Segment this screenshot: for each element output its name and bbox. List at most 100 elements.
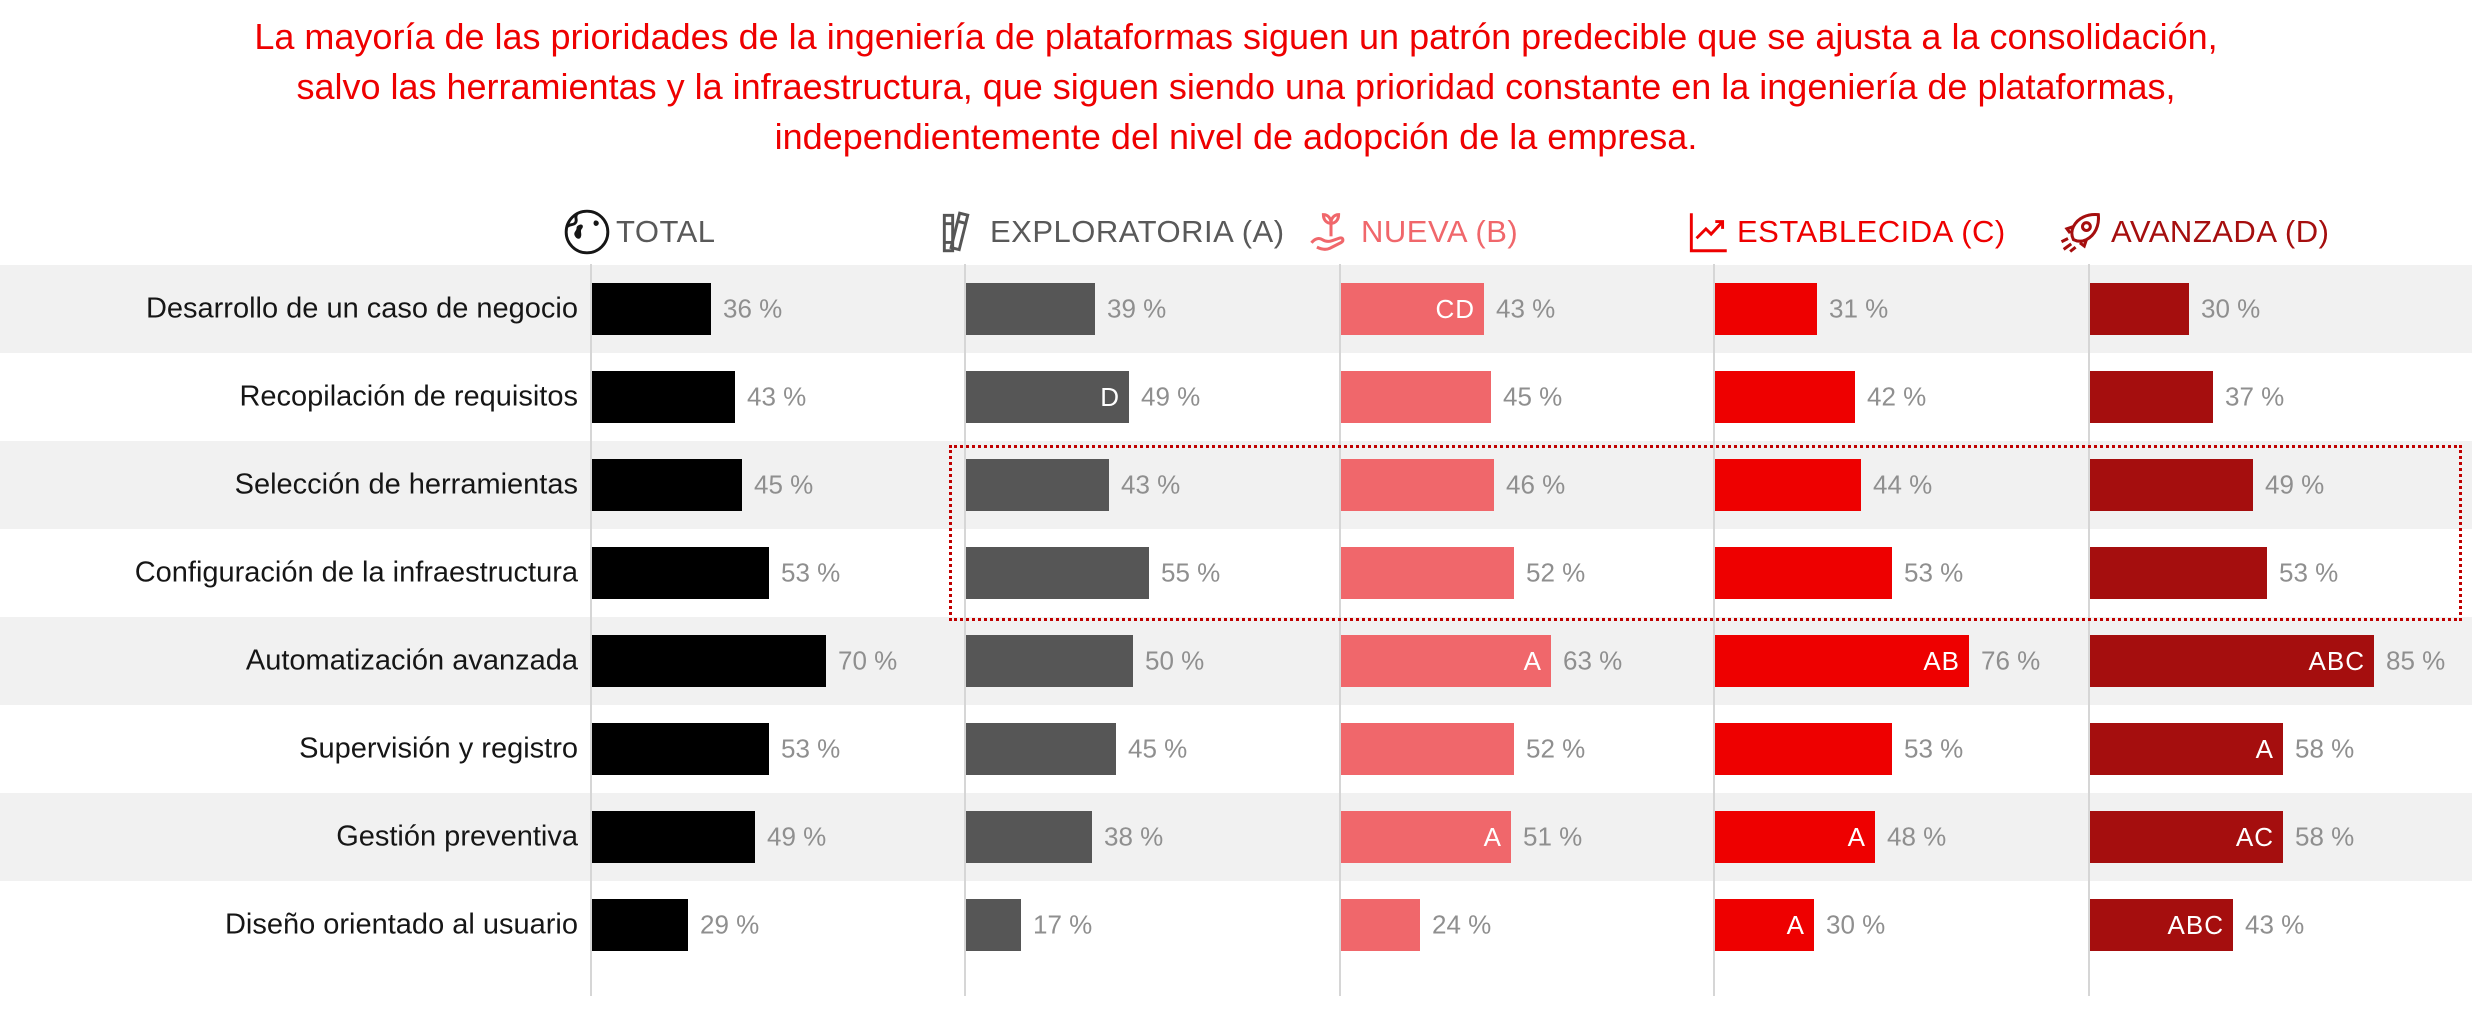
bar-nueva-b (1339, 371, 1491, 423)
bar-total (590, 723, 769, 775)
significance-label: A (1523, 645, 1542, 676)
value-label: 52 % (1526, 733, 1586, 764)
axis-line (964, 264, 966, 996)
bar-total (590, 635, 826, 687)
value-label: 46 % (1506, 469, 1566, 500)
chart-row: Gestión preventiva 49 % 38 % A 51 % A 48 % AC 58… (0, 793, 2472, 881)
chart-title-line-2: salvo las herramientas y la infraestruct… (296, 66, 2176, 107)
axis-line (590, 264, 592, 996)
value-label: 70 % (838, 645, 898, 676)
bar-avanzada-d: AC (2088, 811, 2283, 863)
value-label: 49 % (2265, 469, 2325, 500)
bar-avanzada-d (2088, 459, 2253, 511)
chart-title-line-1: La mayoría de las prioridades de la inge… (254, 16, 2218, 57)
value-label: 53 % (1904, 733, 1964, 764)
bar-establecida-c (1713, 283, 1817, 335)
bar-total (590, 547, 769, 599)
column-header-avanzada-label: AVANZADA (D) (2111, 214, 2330, 249)
column-header-exploratoria: EXPLORATORIA (A) (936, 200, 1285, 264)
bar-nueva-b (1339, 723, 1514, 775)
axis-line (1339, 264, 1341, 996)
bar-avanzada-d (2088, 283, 2189, 335)
chart-title: La mayoría de las prioridades de la inge… (40, 12, 2432, 162)
rocket-icon (2055, 206, 2107, 258)
bar-exploratoria-a (964, 723, 1116, 775)
bar-establecida-c (1713, 459, 1861, 511)
significance-label: A (2255, 733, 2274, 764)
value-label: 24 % (1432, 909, 1492, 940)
line-chart-icon (1683, 207, 1733, 257)
value-label: 29 % (700, 909, 760, 940)
bar-nueva-b (1339, 459, 1494, 511)
column-header-exploratoria-label: EXPLORATORIA (A) (990, 214, 1285, 249)
bar-exploratoria-a: D (964, 371, 1129, 423)
value-label: 36 % (723, 293, 783, 324)
bar-avanzada-d (2088, 547, 2267, 599)
seedling-hand-icon (1305, 206, 1357, 258)
value-label: 55 % (1161, 557, 1221, 588)
significance-label: AC (2235, 821, 2274, 852)
category-label: Desarrollo de un caso de negocio (145, 292, 578, 325)
value-label: 52 % (1526, 557, 1586, 588)
axis-line (2088, 264, 2090, 996)
bar-total (590, 811, 755, 863)
value-label: 53 % (781, 557, 841, 588)
bar-avanzada-d: ABC (2088, 635, 2374, 687)
value-label: 37 % (2225, 381, 2285, 412)
chart-row: Selección de herramientas 45 % 43 % 46 % 44 … (0, 441, 2472, 529)
bar-exploratoria-a (964, 459, 1109, 511)
value-label: 48 % (1887, 821, 1947, 852)
value-label: 38 % (1104, 821, 1164, 852)
column-header-total: TOTAL (562, 200, 716, 264)
bar-establecida-c: A (1713, 811, 1875, 863)
chart-row: Recopilación de requisitos 43 % D 49 % 45 % 4… (0, 353, 2472, 441)
bar-exploratoria-a (964, 547, 1149, 599)
value-label: 58 % (2295, 733, 2355, 764)
significance-label: A (1483, 821, 1502, 852)
value-label: 43 % (1496, 293, 1556, 324)
significance-label: ABC (2308, 645, 2365, 676)
column-header-nueva: NUEVA (B) (1305, 200, 1518, 264)
value-label: 31 % (1829, 293, 1889, 324)
axis-line (1713, 264, 1715, 996)
value-label: 45 % (754, 469, 814, 500)
category-label: Supervisión y registro (299, 732, 578, 765)
value-label: 43 % (747, 381, 807, 412)
value-label: 43 % (1121, 469, 1181, 500)
category-label: Automatización avanzada (245, 644, 578, 677)
value-label: 58 % (2295, 821, 2355, 852)
bar-nueva-b (1339, 899, 1420, 951)
chart-row: Automatización avanzada 70 % 50 % A 63 % AB 76… (0, 617, 2472, 705)
significance-label: A (1786, 909, 1805, 940)
bar-exploratoria-a (964, 811, 1092, 863)
value-label: 45 % (1503, 381, 1563, 412)
value-label: 49 % (767, 821, 827, 852)
value-label: 76 % (1981, 645, 2041, 676)
value-label: 30 % (2201, 293, 2261, 324)
value-label: 45 % (1128, 733, 1188, 764)
significance-label: ABC (2167, 909, 2224, 940)
value-label: 42 % (1867, 381, 1927, 412)
bar-establecida-c (1713, 723, 1892, 775)
chart-row: Diseño orientado al usuario 29 % 17 % 24 % A… (0, 881, 2472, 969)
bar-nueva-b: A (1339, 811, 1511, 863)
bar-avanzada-d (2088, 371, 2213, 423)
value-label: 53 % (781, 733, 841, 764)
bar-avanzada-d: ABC (2088, 899, 2233, 951)
value-label: 49 % (1141, 381, 1201, 412)
value-label: 53 % (2279, 557, 2339, 588)
bar-exploratoria-a (964, 283, 1095, 335)
category-label: Diseño orientado al usuario (224, 908, 578, 941)
bar-total (590, 899, 688, 951)
chart-title-line-3: independientemente del nivel de adopción… (774, 116, 1698, 157)
category-label: Gestión preventiva (336, 820, 578, 853)
bar-establecida-c (1713, 371, 1855, 423)
column-header-nueva-label: NUEVA (B) (1361, 214, 1519, 249)
bar-nueva-b: A (1339, 635, 1551, 687)
value-label: 43 % (2245, 909, 2305, 940)
bar-avanzada-d: A (2088, 723, 2283, 775)
value-label: 85 % (2386, 645, 2446, 676)
significance-label: CD (1435, 293, 1475, 324)
bar-total (590, 459, 742, 511)
